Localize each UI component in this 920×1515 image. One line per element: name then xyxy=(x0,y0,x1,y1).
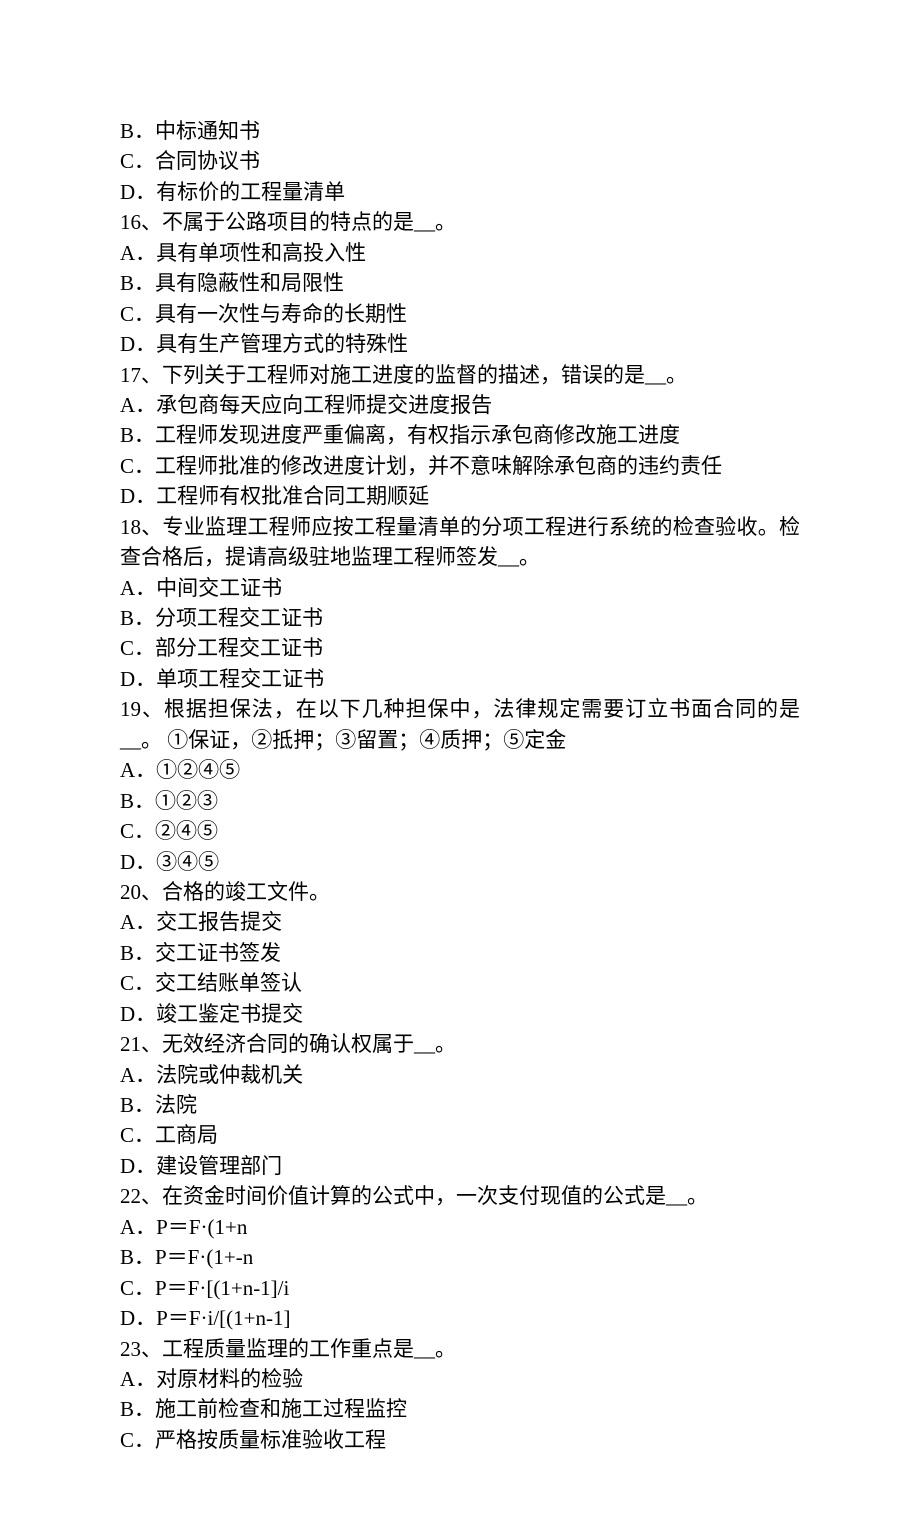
text-line: A．P＝F·(1+n xyxy=(120,1212,800,1242)
text-line: B．P＝F·(1+-n xyxy=(120,1242,800,1272)
text-line: 22、在资金时间价值计算的公式中，一次支付现值的公式是__。 xyxy=(120,1181,800,1211)
text-line: D．具有生产管理方式的特殊性 xyxy=(120,329,800,359)
text-line: 16、不属于公路项目的特点的是__。 xyxy=(120,207,800,237)
text-line: A．承包商每天应向工程师提交进度报告 xyxy=(120,390,800,420)
text-line: B．具有隐蔽性和局限性 xyxy=(120,268,800,298)
text-line: C．合同协议书 xyxy=(120,146,800,176)
text-line: B．分项工程交工证书 xyxy=(120,603,800,633)
text-line: B．施工前检查和施工过程监控 xyxy=(120,1394,800,1424)
text-line: A．法院或仲裁机关 xyxy=(120,1060,800,1090)
text-line: D．③④⑤ xyxy=(120,847,800,877)
text-line: 20、合格的竣工文件。 xyxy=(120,877,800,907)
text-line: C．部分工程交工证书 xyxy=(120,633,800,663)
text-line: C．严格按质量标准验收工程 xyxy=(120,1425,800,1455)
text-line: B．工程师发现进度严重偏离，有权指示承包商修改施工进度 xyxy=(120,420,800,450)
text-line: C．具有一次性与寿命的长期性 xyxy=(120,299,800,329)
text-line: D．工程师有权批准合同工期顺延 xyxy=(120,481,800,511)
text-line: B．交工证书签发 xyxy=(120,938,800,968)
text-line: B．中标通知书 xyxy=(120,116,800,146)
text-line: D．P＝F·i/[(1+n-1] xyxy=(120,1303,800,1333)
text-line: A．具有单项性和高投入性 xyxy=(120,238,800,268)
text-line: 19、根据担保法，在以下几种担保中，法律规定需要订立书面合同的是__。 ①保证，… xyxy=(120,694,800,755)
text-line: A．对原材料的检验 xyxy=(120,1364,800,1394)
text-line: 17、下列关于工程师对施工进度的监督的描述，错误的是__。 xyxy=(120,360,800,390)
text-line: C．②④⑤ xyxy=(120,816,800,846)
text-line: A．交工报告提交 xyxy=(120,907,800,937)
text-line: C．工程师批准的修改进度计划，并不意味解除承包商的违约责任 xyxy=(120,451,800,481)
text-line: 23、工程质量监理的工作重点是__。 xyxy=(120,1334,800,1364)
text-line: D．竣工鉴定书提交 xyxy=(120,999,800,1029)
text-line: 21、无效经济合同的确认权属于__。 xyxy=(120,1029,800,1059)
text-line: C．交工结账单签认 xyxy=(120,968,800,998)
text-line: C．工商局 xyxy=(120,1120,800,1150)
text-line: D．单项工程交工证书 xyxy=(120,664,800,694)
text-line: B．法院 xyxy=(120,1090,800,1120)
text-line: 18、专业监理工程师应按工程量清单的分项工程进行系统的检查验收。检查合格后，提请… xyxy=(120,512,800,573)
document-body: B．中标通知书C．合同协议书D．有标价的工程量清单16、不属于公路项目的特点的是… xyxy=(120,116,800,1455)
text-line: B．①②③ xyxy=(120,786,800,816)
text-line: A．中间交工证书 xyxy=(120,573,800,603)
text-line: C．P＝F·[(1+n-1]/i xyxy=(120,1273,800,1303)
text-line: A．①②④⑤ xyxy=(120,755,800,785)
text-line: D．建设管理部门 xyxy=(120,1151,800,1181)
text-line: D．有标价的工程量清单 xyxy=(120,177,800,207)
